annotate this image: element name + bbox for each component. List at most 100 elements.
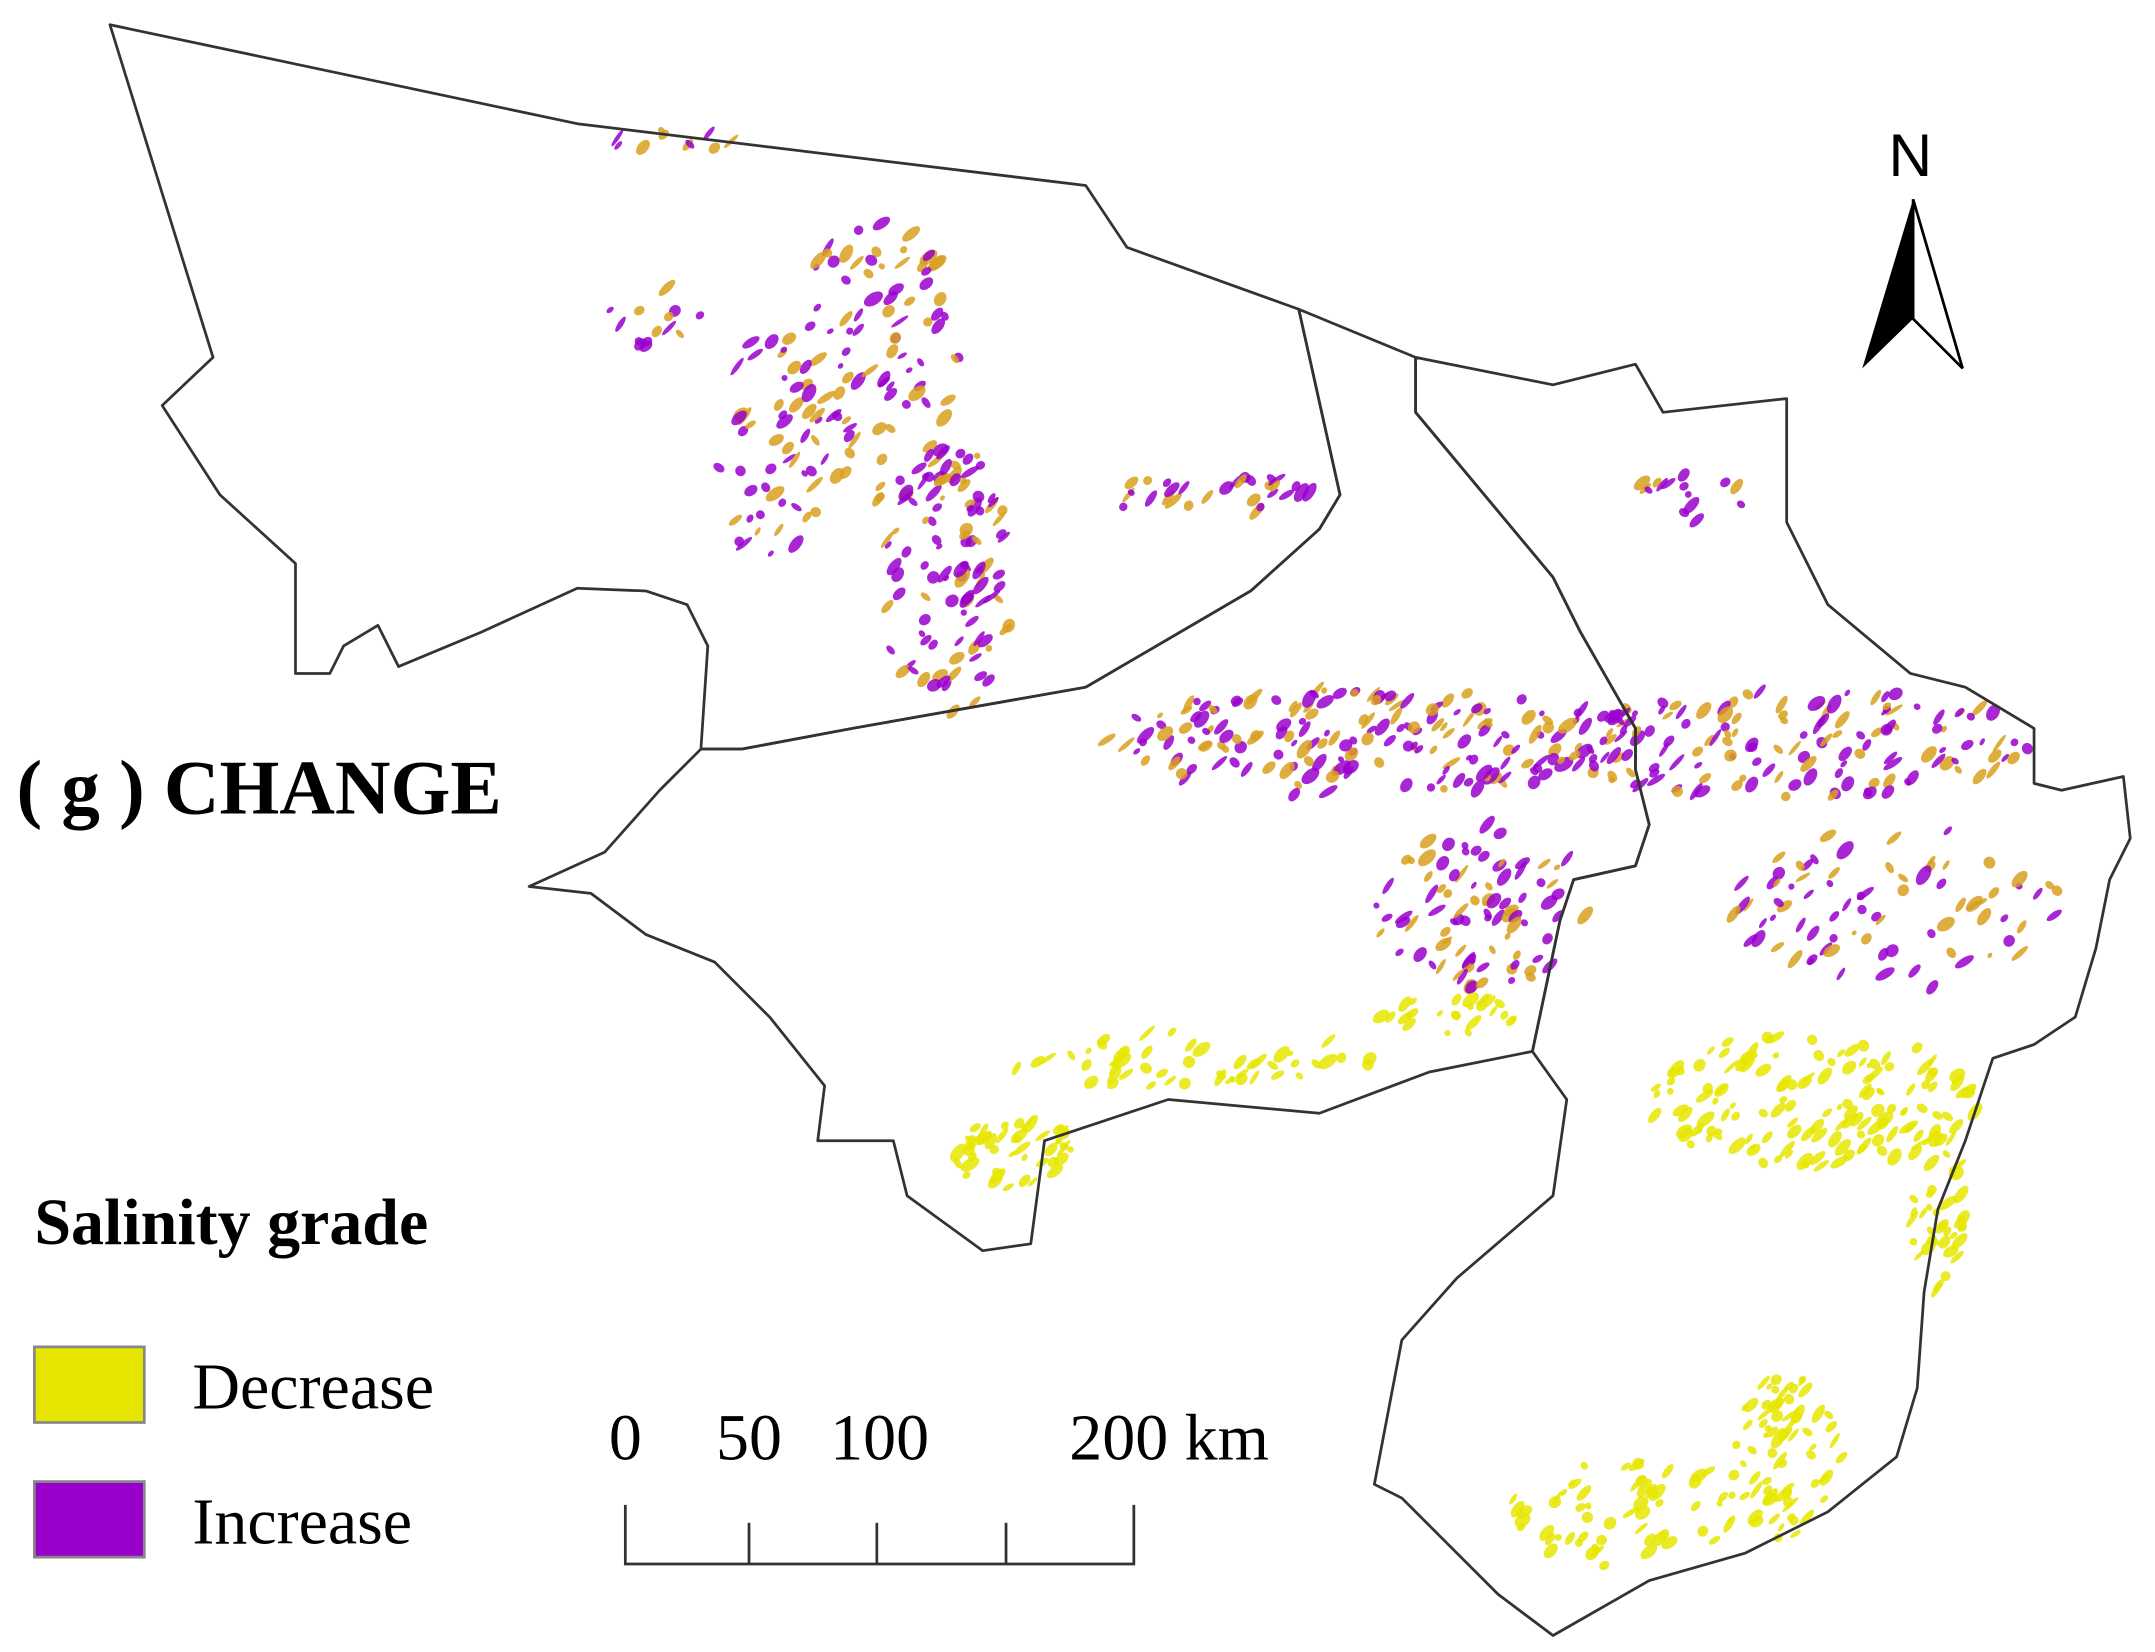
salinity-patch — [999, 623, 1012, 636]
salinity-patch — [1580, 1461, 1589, 1470]
salinity-patch — [1268, 473, 1286, 486]
salinity-patch — [1742, 689, 1754, 700]
salinity-patch — [809, 407, 826, 423]
salinity-patch — [1772, 866, 1786, 880]
salinity-patch — [1897, 884, 1910, 897]
salinity-patch — [1470, 780, 1485, 798]
salinity-patch — [1298, 721, 1311, 738]
salinity-patch — [1508, 909, 1523, 923]
salinity-patch — [1806, 925, 1820, 941]
salinity-patch — [801, 383, 817, 403]
salinity-patch — [1871, 1134, 1885, 1147]
salinity-patch — [1951, 757, 1959, 765]
salinity-patch — [1824, 1410, 1834, 1420]
salinity-patch — [982, 674, 995, 687]
salinity-patch — [1055, 1137, 1063, 1144]
salinity-patch — [1156, 1068, 1168, 1078]
salinity-patch — [1843, 1105, 1858, 1119]
salinity-patch — [1774, 771, 1784, 784]
salinity-patch — [1124, 476, 1139, 490]
scale-label: 200 km — [1069, 1402, 1269, 1475]
salinity-patch — [1405, 1008, 1419, 1019]
salinity-patch — [778, 498, 787, 507]
salinity-patch — [810, 251, 827, 269]
salinity-patch — [953, 1157, 962, 1169]
salinity-patch — [880, 531, 894, 548]
salinity-patch — [1688, 1474, 1702, 1489]
salinity-patch — [1288, 700, 1298, 713]
salinity-patch — [1382, 877, 1394, 895]
salinity-patch — [1758, 1419, 1768, 1429]
salinity-patch — [1521, 758, 1534, 769]
salinity-patch — [1779, 1141, 1795, 1158]
salinity-patch — [1809, 1151, 1826, 1166]
salinity-patch — [1208, 704, 1218, 714]
salinity-patch — [1736, 500, 1746, 509]
salinity-patch — [833, 386, 846, 400]
salinity-patch — [1167, 1027, 1177, 1037]
salinity-patch — [1647, 773, 1666, 787]
salinity-patch — [1418, 849, 1436, 867]
salinity-patch — [969, 653, 982, 662]
salinity-patch — [1971, 700, 1988, 716]
salinity-patch — [1882, 702, 1892, 711]
salinity-patch — [1939, 756, 1955, 771]
salinity-patch — [1626, 767, 1636, 778]
salinity-patch — [1693, 1058, 1706, 1072]
salinity-patch — [1702, 1082, 1713, 1094]
salinity-patch — [2045, 881, 2055, 890]
salinity-patch — [614, 141, 623, 150]
salinity-patch — [1633, 475, 1651, 491]
salinity-patch — [1861, 933, 1872, 945]
salinity-patch — [1955, 1086, 1971, 1099]
salinity-patch — [1795, 860, 1805, 871]
salinity-patch — [744, 484, 758, 497]
salinity-patch — [1543, 1543, 1558, 1559]
salinity-patch — [1777, 1079, 1790, 1092]
salinity-patch — [964, 1139, 976, 1151]
salinity-patch — [811, 435, 820, 446]
salinity-patch — [1384, 690, 1397, 702]
salinity-patch — [1514, 861, 1527, 880]
salinity-patch — [1856, 891, 1866, 901]
salinity-patch — [1709, 729, 1722, 747]
salinity-patch — [1187, 736, 1196, 744]
salinity-patch — [1943, 1226, 1952, 1237]
salinity-patch — [1452, 772, 1466, 788]
salinity-patch — [1914, 1250, 1924, 1261]
salinity-patch — [1175, 768, 1188, 780]
salinity-patch — [1857, 1039, 1870, 1052]
salinity-patch — [1131, 713, 1142, 722]
salinity-patch — [1942, 860, 1950, 870]
salinity-patch — [1465, 754, 1472, 761]
salinity-patch — [1660, 477, 1676, 490]
salinity-patch — [1699, 773, 1712, 784]
salinity-patch — [1398, 996, 1412, 1012]
salinity-patch — [1539, 710, 1545, 717]
salinity-patch — [800, 428, 811, 444]
salinity-patch — [1758, 1157, 1769, 1169]
salinity-patch — [1631, 710, 1639, 717]
salinity-patch — [1622, 1506, 1640, 1518]
salinity-patch — [1588, 760, 1600, 772]
salinity-patch — [1834, 1139, 1851, 1156]
salinity-patch — [1464, 1028, 1472, 1037]
salinity-patch — [894, 256, 911, 269]
salinity-patch — [742, 336, 760, 349]
salinity-patch — [787, 360, 802, 375]
salinity-patch — [1273, 749, 1284, 760]
salinity-patch — [1455, 864, 1469, 883]
salinity-patch — [1717, 1491, 1728, 1502]
salinity-patch — [1521, 709, 1536, 725]
salinity-patch — [1650, 1083, 1661, 1092]
salinity-patch — [1774, 1155, 1783, 1164]
salinity-patch — [1256, 502, 1265, 512]
salinity-patch — [1928, 1081, 1938, 1093]
salinity-patch — [1836, 841, 1854, 860]
salinity-patch — [972, 490, 985, 503]
salinity-patch — [1520, 919, 1528, 927]
salinity-patch — [1537, 858, 1551, 869]
salinity-patch — [886, 557, 902, 576]
salinity-patch — [2010, 738, 2019, 747]
salinity-patch — [1705, 1134, 1713, 1143]
